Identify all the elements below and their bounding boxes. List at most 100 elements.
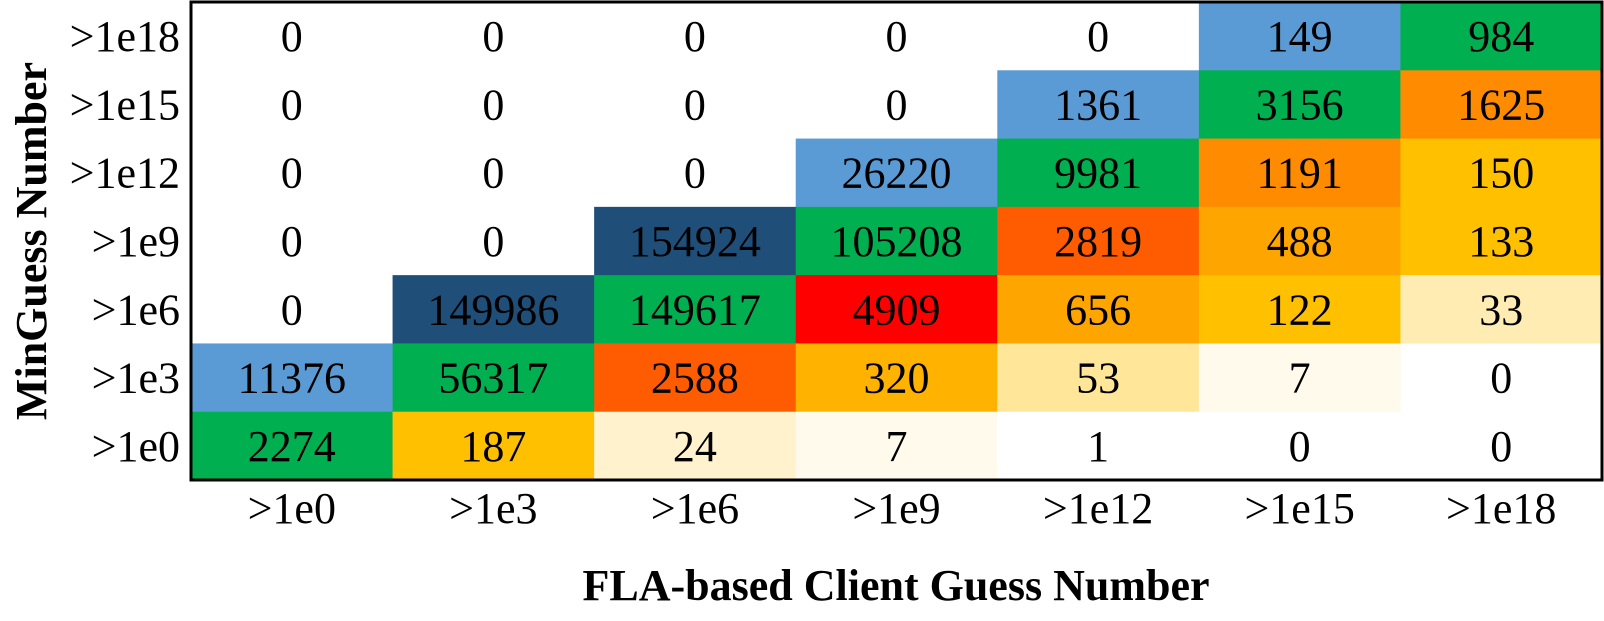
x-tick-label: >1e18 [1446,484,1556,533]
heatmap-cell [1400,343,1603,413]
heatmap-cell [191,2,394,71]
heatmap-cell-label: 0 [482,217,504,266]
heatmap-cell [392,343,595,413]
heatmap-cell [191,206,394,276]
heatmap-cell-label: 0 [1289,422,1311,471]
heatmap-cell-label: 0 [482,12,504,61]
heatmap-cell-label: 0 [482,149,504,198]
heatmap-cell [997,2,1200,71]
heatmap-cell-label: 0 [482,80,504,129]
heatmap-cell [392,138,595,208]
heatmap-cell [594,411,797,481]
heatmap-cell [795,411,998,481]
heatmap-cell-label: 4909 [853,285,941,334]
heatmap-cell-label: 2274 [248,422,336,471]
heatmap-cell-label: 11376 [238,354,346,403]
heatmap-cell [1198,70,1401,140]
heatmap-cell-label: 33 [1479,285,1523,334]
heatmap-cell-label: 150 [1468,149,1534,198]
heatmap-cell [191,411,394,481]
heatmap-cell [1400,138,1603,208]
heatmap-cell-label: 154924 [629,217,761,266]
heatmap-cell [392,206,595,276]
heatmap-cell [594,275,797,344]
heatmap-cell-label: 0 [684,80,706,129]
x-tick-label: >1e6 [651,484,739,533]
x-tick-label: >1e3 [449,484,537,533]
heatmap-cell [1198,411,1401,481]
heatmap-cell [594,206,797,276]
heatmap-cell-label: 7 [1289,354,1311,403]
x-tick-label: >1e15 [1244,484,1354,533]
heatmap-cell [1198,343,1401,413]
heatmap-cell-label: 0 [886,80,908,129]
heatmap-cell [392,275,595,344]
heatmap-cell [795,206,998,276]
heatmap-cell [997,411,1200,481]
y-tick-label: >1e6 [92,285,180,334]
heatmap-cell [997,206,1200,276]
y-axis-title: MinGuess Number [7,62,56,420]
heatmap-cell-label: 0 [281,80,303,129]
heatmap-cell [1400,206,1603,276]
y-tick-label: >1e3 [92,354,180,403]
heatmap-cell [191,343,394,413]
heatmap-cell-label: 0 [1087,12,1109,61]
heatmap-cell [997,275,1200,344]
heatmap-cell [1400,411,1603,481]
heatmap-cell [594,343,797,413]
heatmap-cell-label: 0 [281,12,303,61]
heatmap-cell-label: 7 [886,422,908,471]
heatmap-cell-label: 0 [684,149,706,198]
heatmap-cell [392,2,595,71]
heatmap-cell-label: 122 [1267,285,1333,334]
plot-border [189,0,1604,482]
heatmap-cell [1198,2,1401,71]
heatmap-cell [1400,70,1603,140]
heatmap-cell [997,138,1200,208]
heatmap-cell-label: 0 [684,12,706,61]
heatmap-cell-label: 488 [1267,217,1333,266]
heatmap-cell-label: 187 [460,422,526,471]
heatmap-cell [1198,138,1401,208]
heatmap-cell-label: 1191 [1256,149,1342,198]
heatmap-cell [795,70,998,140]
heatmap-cell [392,70,595,140]
heatmap-cell [795,343,998,413]
heatmap-cell [795,138,998,208]
heatmap-cell [795,2,998,71]
y-tick-label: >1e18 [70,12,180,61]
heatmap-cell-label: 149617 [629,285,761,334]
heatmap-cell [1400,275,1603,344]
heatmap-cell-label: 56317 [438,354,548,403]
y-tick-label: >1e12 [70,149,180,198]
heatmap-cell [1400,2,1603,71]
heatmap-cell [191,275,394,344]
heatmap-cell [1198,275,1401,344]
y-tick-label: >1e15 [70,80,180,129]
heatmap-cell-label: 1 [1087,422,1109,471]
heatmap-cell-labels: 0 0 0 0 0 149 984 0 0 0 0 1361 3156 1625 0 0 0 26220 9981 1… [238,12,1546,471]
heatmap-cell-label: 2588 [651,354,739,403]
x-axis-ticks: >1e0 >1e3 >1e6 >1e9 >1e12 >1e15 >1e18 [248,484,1557,533]
heatmap-cell [191,138,394,208]
x-tick-label: >1e0 [248,484,336,533]
heatmap-cell [392,411,595,481]
heatmap-cell [594,2,797,71]
heatmap-cell-label: 3156 [1256,80,1344,129]
y-tick-label: >1e0 [92,422,180,471]
heatmap-cells [191,2,1603,481]
heatmap-cell [594,70,797,140]
heatmap-cell-label: 0 [1490,422,1512,471]
heatmap-cell-label: 320 [864,354,930,403]
heatmap-cell-label: 149 [1267,12,1333,61]
heatmap-cell-label: 0 [281,217,303,266]
x-axis-title: FLA-based Client Guess Number [582,561,1209,610]
heatmap-cell-label: 9981 [1054,149,1142,198]
x-tick-label: >1e12 [1043,484,1153,533]
heatmap-cell-label: 0 [886,12,908,61]
heatmap-cell-label: 53 [1076,354,1120,403]
heatmap-cell-label: 656 [1065,285,1131,334]
heatmap-cell-label: 1361 [1054,80,1142,129]
